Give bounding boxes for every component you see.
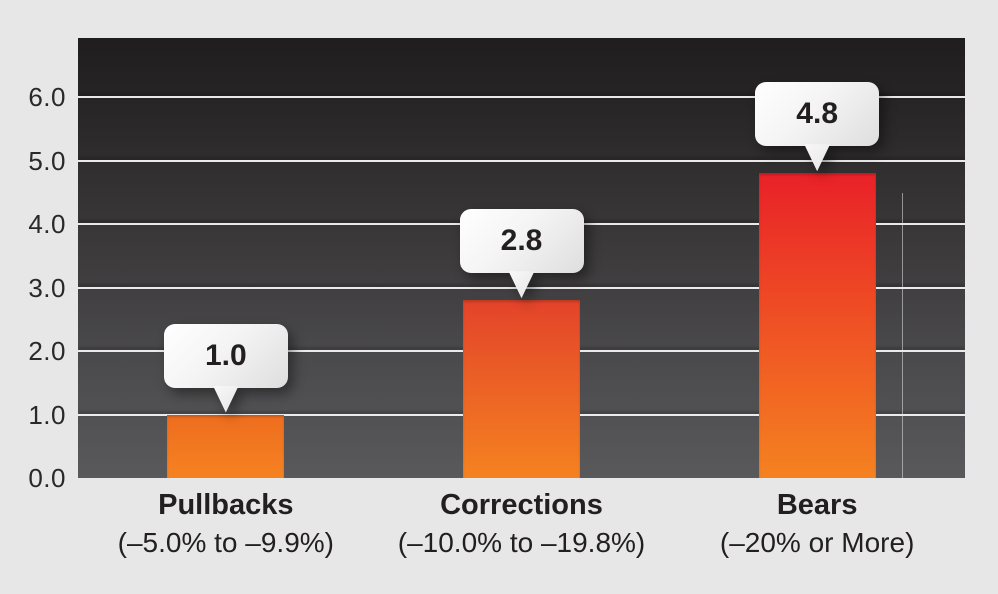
value-callout-bears: 4.8	[755, 82, 880, 172]
category-label-pullbacks: Pullbacks (–5.0% to –9.9%)	[36, 487, 416, 563]
value-label: 2.8	[459, 209, 584, 274]
value-callout-pullbacks: 1.0	[163, 323, 288, 413]
gridline-6.0	[78, 96, 965, 98]
value-label: 1.0	[163, 323, 288, 388]
category-range: (–10.0% to –19.8%)	[397, 527, 646, 558]
bar-pullbacks	[167, 414, 285, 478]
y-tick-label: 0.0	[28, 463, 66, 493]
value-label: 4.8	[755, 82, 880, 147]
bar-bears	[758, 173, 876, 478]
value-callout-corrections: 2.8	[459, 209, 584, 299]
y-tick-label: 4.0	[28, 209, 66, 239]
category-range: (–5.0% to –9.9%)	[117, 527, 334, 558]
category-name: Corrections	[440, 489, 603, 521]
y-tick-label: 6.0	[28, 82, 66, 112]
bar-corrections	[463, 300, 580, 478]
y-tick-label: 3.0	[28, 272, 66, 303]
callout-pointer-icon	[508, 271, 535, 299]
gridline-5.0	[78, 159, 965, 162]
callout-pointer-icon	[804, 144, 831, 172]
category-name: Pullbacks	[158, 489, 294, 521]
callout-pointer-icon	[212, 385, 239, 413]
y-tick-label: 1.0	[28, 399, 66, 430]
category-range: (–20% or More)	[719, 527, 915, 558]
category-label-bears: Bears (–20% or More)	[627, 487, 998, 563]
category-name: Bears	[776, 489, 858, 521]
category-label-corrections: Corrections (–10.0% to –19.8%)	[332, 487, 712, 563]
y-tick-label: 2.0	[28, 336, 66, 366]
y-tick-label: 5.0	[28, 145, 66, 176]
faint-vertical-line	[902, 193, 903, 478]
